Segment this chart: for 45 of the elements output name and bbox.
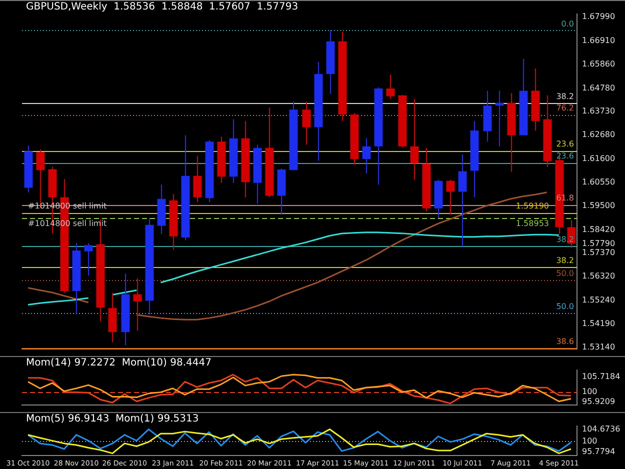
annotation: 38.6 xyxy=(556,336,574,346)
y-tick-label: 104.6736 xyxy=(582,424,620,434)
annotation: 76.2 xyxy=(556,104,574,113)
candlestick xyxy=(84,242,93,276)
annotation: 50.0 xyxy=(556,302,574,311)
annotation: 23.6 xyxy=(556,140,574,149)
y-tick-label: 1.65860 xyxy=(582,59,616,68)
y-tick-label: 1.58420 xyxy=(582,224,616,234)
y-tick-label: 1.67990 xyxy=(582,12,616,21)
y-tick-label: 1.54190 xyxy=(582,318,616,328)
candlestick xyxy=(446,179,455,216)
y-tick-label: 105.7184 xyxy=(582,372,620,382)
y-tick-label: 1.57370 xyxy=(582,248,616,258)
candlestick xyxy=(133,278,142,332)
candlestick xyxy=(386,74,395,100)
y-tick-label: 1.63730 xyxy=(582,106,616,116)
annotation: 38.2 xyxy=(556,92,574,101)
ref-line-label: 1.58953 xyxy=(516,218,550,228)
y-tick-label: 1.53140 xyxy=(582,342,616,352)
y-tick-label: 100 xyxy=(582,436,598,446)
candlestick xyxy=(410,98,419,180)
candlestick xyxy=(193,155,202,202)
y-tick-label: 95.9209 xyxy=(582,397,616,406)
y-tick-label: 1.60550 xyxy=(582,177,616,186)
candlestick xyxy=(458,154,467,248)
y-tick-label: 1.55240 xyxy=(582,296,616,305)
annotation: 50.0 xyxy=(556,269,574,278)
candlestick xyxy=(495,90,504,147)
y-tick-label: 95.7794 xyxy=(582,446,616,456)
chart-title: Mom(5) 96.9143 Mom(1) 99.5313 xyxy=(26,414,199,425)
y-tick-label: 1.62680 xyxy=(582,130,616,140)
chart-title: Mom(14) 97.2272 Mom(10) 98.4447 xyxy=(26,358,212,369)
annotation: 0.0 xyxy=(561,19,574,28)
y-tick-label: 1.59500 xyxy=(582,200,616,210)
y-tick-label: 1.57790 xyxy=(582,238,616,248)
y-tick-label: 100 xyxy=(582,386,598,396)
y-tick-label: 1.64780 xyxy=(582,83,616,92)
candlestick xyxy=(362,138,371,174)
y-tick-label: 1.61600 xyxy=(582,154,616,164)
y-tick-label: 1.56320 xyxy=(582,272,616,281)
chart-title: GBPUSD,Weekly 1.58536 1.58848 1.57607 1.57793 xyxy=(26,2,298,13)
y-tick-label: 1.66910 xyxy=(582,36,616,45)
annotation: 23.6 xyxy=(556,152,574,161)
annotation: 38.2 xyxy=(556,256,574,266)
candlestick xyxy=(302,101,311,146)
